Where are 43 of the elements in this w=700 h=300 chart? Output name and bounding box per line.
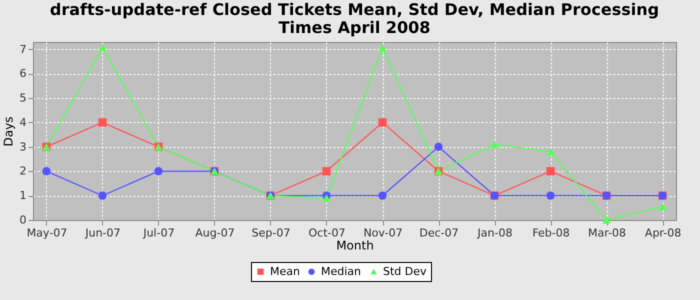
x-tick-label: Jun-07 (84, 226, 121, 240)
x-tick-label: May-07 (26, 226, 68, 240)
point (434, 142, 443, 152)
point (378, 118, 387, 127)
x-tick-label: Feb-08 (532, 226, 570, 240)
point (98, 191, 107, 200)
x-tick-label: Jul-07 (142, 226, 175, 240)
point (546, 148, 555, 156)
y-tick-label: 0 (20, 214, 26, 226)
x-tick-label: Mar-08 (588, 226, 626, 240)
point (546, 191, 555, 200)
y-tick-label: 6 (20, 67, 26, 80)
x-tick-label: Jan-08 (476, 226, 512, 240)
point (602, 216, 611, 224)
y-tick-label: 2 (20, 164, 26, 178)
point (322, 194, 331, 202)
x-tick-label: Sep-07 (252, 226, 290, 240)
point (42, 167, 51, 176)
x-tick-label: Apr-08 (644, 226, 682, 240)
x-tick-label: Oct-07 (308, 226, 346, 240)
point (658, 202, 667, 210)
point (322, 167, 331, 176)
y-tick-label: 3 (20, 140, 26, 154)
point (490, 140, 499, 148)
y-axis-title: Days (2, 116, 16, 146)
point (546, 167, 555, 176)
point (154, 167, 163, 176)
legend-label: Median (321, 264, 362, 278)
point (378, 44, 387, 52)
x-axis-title: Month (336, 238, 374, 252)
point (378, 191, 387, 200)
legend-label: Std Dev (383, 264, 428, 278)
y-tick-label: 1 (20, 189, 26, 202)
x-tick-label: Aug-07 (195, 226, 235, 240)
legend-label: Mean (270, 264, 300, 278)
x-tick-label: Nov-07 (363, 226, 403, 240)
point (98, 118, 107, 127)
x-tick-label: Dec-07 (419, 226, 459, 240)
y-tick-label: 7 (20, 42, 26, 56)
point (98, 44, 107, 52)
y-tick-label: 5 (20, 92, 26, 105)
y-tick-label: 4 (20, 116, 26, 129)
chart-title: drafts-update-ref Closed Tickets Mean, Std Dev, Median Processing Times April 2008 (50, 0, 660, 37)
